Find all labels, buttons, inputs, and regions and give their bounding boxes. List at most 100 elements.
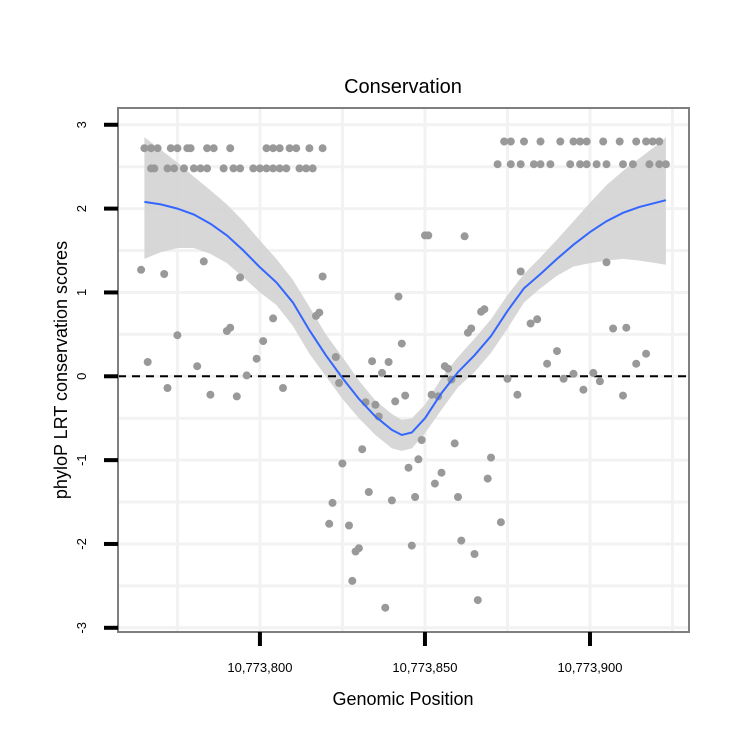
data-point (483, 474, 492, 483)
data-point (153, 144, 162, 153)
data-point (576, 160, 585, 169)
data-point (196, 164, 205, 173)
data-point (315, 308, 324, 317)
data-point (368, 357, 377, 366)
data-point (576, 137, 585, 146)
data-point (397, 339, 406, 348)
data-point (186, 144, 195, 153)
data-point (553, 347, 561, 356)
data-point (414, 455, 423, 464)
data-point (546, 160, 555, 169)
y-tick-label: -3 (74, 622, 89, 634)
data-point (401, 391, 410, 400)
data-point (378, 368, 386, 377)
data-point (255, 164, 264, 173)
data-point (450, 439, 459, 448)
data-point (430, 479, 439, 488)
data-point (566, 160, 575, 169)
data-point (500, 137, 509, 146)
data-point (331, 353, 340, 361)
data-point (180, 164, 188, 173)
data-point (242, 371, 251, 380)
data-point (292, 144, 301, 153)
data-point (384, 358, 393, 366)
data-point (559, 374, 568, 383)
y-axis-label: phyloP LRT conservation scores (51, 241, 71, 499)
data-point (189, 164, 198, 173)
data-point (582, 137, 591, 146)
data-point (262, 144, 271, 153)
data-point (394, 292, 403, 301)
data-point (150, 164, 159, 173)
data-point (318, 144, 327, 153)
data-point (480, 305, 489, 314)
data-point (203, 144, 212, 153)
data-point (556, 137, 565, 146)
data-point (473, 596, 482, 605)
data-point (411, 493, 420, 501)
data-point (226, 323, 235, 332)
data-point (269, 164, 278, 173)
data-point (503, 374, 512, 383)
data-point (424, 231, 433, 240)
data-point (199, 257, 208, 266)
data-point (295, 164, 304, 173)
data-point (387, 496, 396, 505)
data-point (645, 160, 654, 169)
data-point (308, 164, 317, 173)
data-point (302, 164, 311, 173)
y-tick-label: 0 (74, 373, 89, 380)
data-point (619, 391, 627, 400)
data-point (282, 164, 291, 173)
data-point (602, 160, 611, 169)
data-point (529, 160, 538, 169)
data-point (520, 137, 528, 146)
data-point (595, 377, 604, 386)
data-point (536, 137, 545, 146)
data-point (173, 144, 182, 153)
data-point (457, 536, 466, 545)
data-point (318, 272, 327, 281)
confidence-band (144, 137, 666, 451)
data-point (193, 362, 202, 371)
data-point (203, 164, 212, 173)
data-point (516, 160, 525, 169)
data-point (143, 358, 152, 366)
data-point (460, 232, 469, 241)
data-point (496, 518, 505, 527)
data-point (427, 390, 436, 399)
data-point (371, 400, 380, 409)
data-point (661, 160, 670, 169)
x-tick-label: 10,773,850 (392, 660, 457, 675)
data-point (602, 258, 611, 267)
smooth-trend-line (144, 199, 667, 437)
data-point (582, 160, 591, 169)
data-point (338, 459, 347, 468)
data-point (275, 144, 284, 153)
data-point (348, 576, 357, 585)
data-point (259, 337, 268, 346)
data-point (137, 265, 146, 274)
data-points (137, 137, 670, 612)
smooth-line (144, 199, 667, 437)
data-point (533, 315, 542, 324)
data-point (609, 324, 618, 333)
data-point (335, 379, 344, 387)
panel-border (117, 107, 690, 633)
data-point (236, 273, 245, 282)
data-point (615, 137, 624, 146)
data-point (454, 493, 462, 501)
data-point (513, 390, 522, 399)
data-point (648, 137, 657, 146)
data-point (305, 144, 314, 153)
data-point (160, 270, 169, 278)
y-tick-label: -1 (74, 454, 89, 466)
data-point (407, 541, 416, 550)
data-point (526, 319, 535, 328)
data-point (467, 324, 476, 333)
data-point (642, 137, 651, 146)
data-point (622, 323, 631, 332)
data-point (226, 144, 235, 153)
data-point (206, 390, 215, 399)
